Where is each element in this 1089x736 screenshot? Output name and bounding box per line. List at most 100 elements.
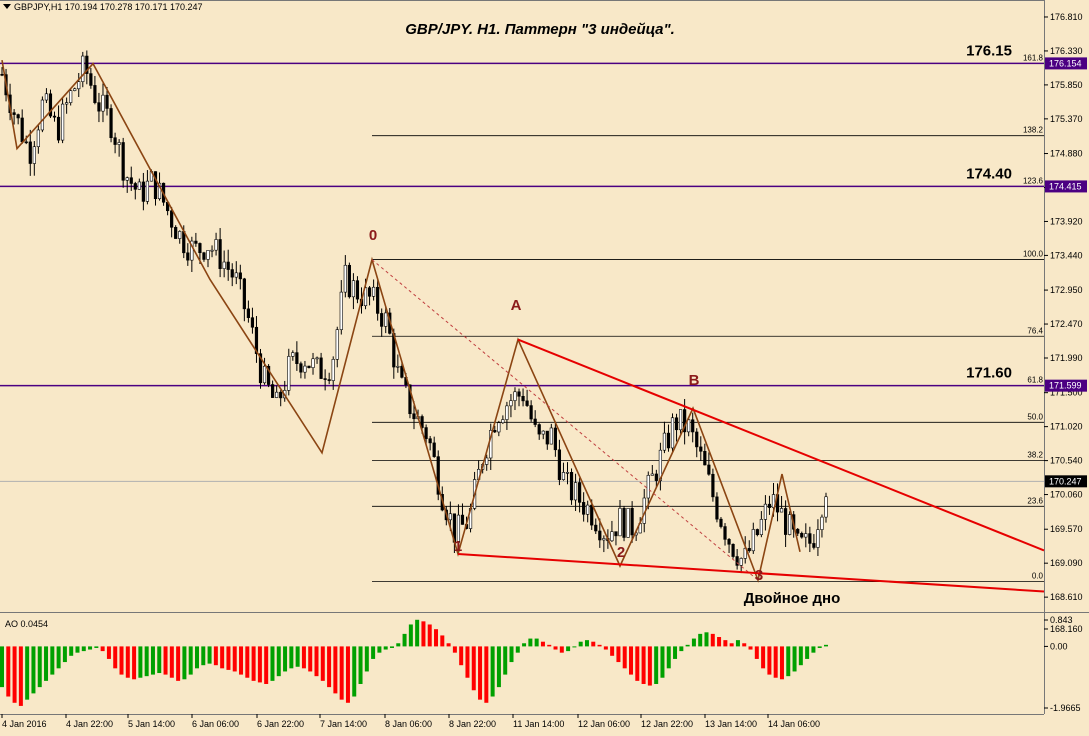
level-value-label: 171.60	[966, 365, 1012, 382]
ao-bar	[440, 635, 445, 647]
fib-label: 23.6	[1027, 496, 1043, 505]
candle-body	[529, 405, 533, 420]
ao-bar	[44, 646, 49, 681]
dropdown-triangle-icon	[3, 4, 11, 9]
ao-bar	[25, 646, 30, 700]
ao-histogram	[0, 619, 828, 706]
candle-body	[198, 243, 202, 254]
ao-bar	[188, 646, 193, 675]
ao-bar	[427, 624, 432, 647]
candle-body	[242, 278, 246, 310]
ao-bar	[251, 646, 256, 681]
ao-bar	[169, 646, 174, 678]
level-price-label: 174.415	[1049, 181, 1082, 191]
candle-body	[683, 409, 687, 433]
ao-bar	[622, 646, 627, 669]
price-tick-label: 170.060	[1050, 490, 1083, 500]
candles	[0, 50, 828, 574]
wave-point-A: A	[511, 297, 522, 314]
candle-body	[186, 252, 190, 261]
ao-bar	[691, 638, 696, 647]
candle-body	[137, 181, 141, 190]
candle-body	[295, 352, 299, 364]
ao-bar	[767, 646, 772, 675]
time-tick-label: 4 Jan 2016	[2, 719, 47, 729]
ao-bar	[415, 619, 420, 647]
upper-trend-line	[517, 338, 1045, 552]
ao-bar	[119, 646, 124, 675]
time-tick-label: 8 Jan 22:00	[449, 719, 496, 729]
ao-bar	[742, 643, 747, 647]
double-bottom-annotation: Двойное дно	[744, 590, 841, 607]
price-tick-label: 172.470	[1050, 319, 1083, 329]
ao-bar	[616, 646, 621, 663]
price-tick-label: 172.950	[1050, 285, 1083, 295]
chart-title: GBP/JPY. H1. Паттерн "3 индейца".	[405, 21, 675, 38]
candle-body	[784, 508, 788, 535]
ao-bar	[194, 646, 199, 669]
candle-body	[820, 516, 824, 530]
ao-bar	[333, 646, 338, 694]
ao-bar	[301, 646, 306, 669]
ao-bar	[572, 646, 577, 648]
ao-bar	[717, 637, 722, 647]
candle-body	[234, 272, 238, 278]
candle-body	[400, 365, 404, 378]
candle-body	[763, 503, 768, 520]
candle-body	[824, 496, 828, 518]
time-tick-label: 13 Jan 14:00	[705, 719, 757, 729]
candle-body	[218, 239, 222, 269]
ao-bar	[666, 646, 671, 669]
price-tick-label: 175.850	[1050, 80, 1083, 90]
horizontal-levels: 176.15 176.154 174.40 174.415 171.60 171.599	[0, 42, 1087, 392]
candle-body	[367, 287, 372, 297]
candle-body	[262, 365, 267, 384]
time-tick-label: 8 Jan 06:00	[385, 719, 432, 729]
ao-bar	[18, 646, 23, 706]
candle-body	[89, 73, 93, 86]
ao-bar	[534, 638, 539, 647]
candle-body	[327, 379, 331, 381]
candle-body	[40, 99, 44, 131]
candle-body	[565, 472, 570, 474]
candle-body	[569, 472, 574, 501]
price-tick-label: 176.810	[1050, 12, 1083, 22]
ao-bar	[597, 644, 602, 647]
ao-bar	[735, 640, 740, 647]
ao-bar	[239, 646, 244, 675]
candle-body	[125, 177, 129, 181]
ao-bar	[81, 646, 86, 652]
candle-body	[578, 482, 582, 503]
candle-body	[170, 210, 174, 228]
ao-bar	[327, 646, 332, 688]
time-tick-label: 6 Jan 22:00	[257, 719, 304, 729]
ao-bar	[389, 646, 394, 648]
fib-label: 123.6	[1023, 176, 1044, 185]
ao-bar	[408, 624, 413, 647]
ao-bar	[811, 646, 816, 653]
candle-body	[719, 518, 723, 527]
candle-body	[747, 548, 751, 552]
candle-body	[586, 504, 590, 515]
ao-bar	[308, 646, 313, 672]
candle-body	[36, 129, 40, 148]
candle-body	[275, 391, 279, 398]
candle-body	[299, 363, 303, 373]
candle-body	[614, 531, 618, 537]
wave-point-3: 3	[755, 567, 763, 584]
ao-bar	[144, 646, 149, 677]
ao-bar	[522, 643, 527, 647]
ao-bar	[94, 646, 99, 648]
candle-body	[804, 533, 808, 538]
candle-body	[674, 417, 679, 431]
ao-indicator-label: AO 0.0454	[5, 619, 48, 629]
candle-body	[428, 438, 432, 444]
candle-body	[727, 539, 731, 545]
ao-bar	[138, 646, 143, 678]
candle-body	[739, 558, 743, 566]
ao-bar	[56, 646, 61, 669]
ao-bar	[559, 646, 564, 653]
ao-bar	[786, 646, 791, 677]
ao-bar	[207, 646, 212, 664]
candle-body	[60, 103, 65, 141]
